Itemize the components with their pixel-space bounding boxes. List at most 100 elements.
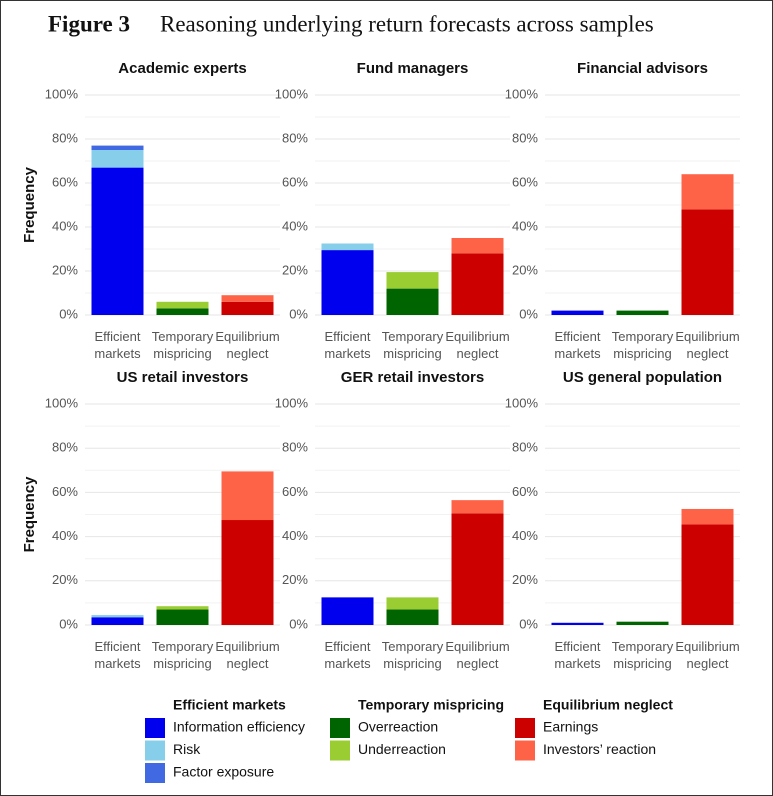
legend-label: Underreaction bbox=[358, 741, 446, 757]
x-tick-label: Equilibrium neglect bbox=[445, 329, 509, 361]
legend-label: Overreaction bbox=[358, 719, 438, 735]
panel-title: Academic experts bbox=[118, 60, 246, 77]
y-tick-label: 20% bbox=[282, 572, 308, 587]
bar-segment bbox=[221, 295, 274, 302]
y-tick-label: 0% bbox=[289, 306, 308, 321]
y-tick-label: 100% bbox=[275, 395, 309, 410]
x-tick-label: Temporary mispricing bbox=[382, 639, 444, 671]
y-tick-label: 0% bbox=[59, 616, 78, 631]
y-tick-label: 40% bbox=[282, 218, 308, 233]
x-tick-label: Temporary mispricing bbox=[152, 639, 214, 671]
y-axis-label: Frequency bbox=[21, 166, 38, 243]
y-tick-label: 40% bbox=[512, 528, 538, 543]
y-tick-label: 80% bbox=[52, 440, 78, 455]
legend-label: Earnings bbox=[543, 719, 598, 735]
legend-swatch bbox=[145, 740, 165, 761]
bar-segment bbox=[681, 174, 734, 210]
legend-swatch bbox=[330, 718, 350, 738]
y-tick-label: 60% bbox=[512, 174, 538, 189]
y-tick-label: 100% bbox=[505, 86, 539, 101]
y-tick-label: 0% bbox=[519, 306, 538, 321]
y-tick-label: 60% bbox=[282, 484, 308, 499]
y-tick-label: 20% bbox=[52, 572, 78, 587]
legend-group-title: Equilibrium neglect bbox=[543, 697, 673, 713]
x-tick-label: Equilibrium neglect bbox=[215, 329, 279, 361]
bar-segment bbox=[386, 609, 439, 625]
bar-segment bbox=[91, 145, 144, 150]
bar-segment bbox=[451, 253, 504, 315]
bar-segment bbox=[321, 597, 374, 625]
y-tick-label: 80% bbox=[512, 440, 538, 455]
y-tick-label: 0% bbox=[59, 306, 78, 321]
bar-segment bbox=[451, 238, 504, 254]
legend-group-title: Efficient markets bbox=[173, 697, 286, 713]
legend-label: Factor exposure bbox=[173, 764, 274, 780]
panel-title: US general population bbox=[563, 369, 722, 386]
x-tick-label: Efficient markets bbox=[554, 329, 601, 361]
y-tick-label: 20% bbox=[512, 262, 538, 277]
bar-segment bbox=[451, 500, 504, 514]
y-tick-label: 60% bbox=[512, 484, 538, 499]
legend-swatch bbox=[145, 763, 165, 783]
bar-segment bbox=[91, 150, 144, 168]
legend-swatch bbox=[515, 740, 535, 761]
y-tick-label: 0% bbox=[289, 616, 308, 631]
y-tick-label: 60% bbox=[282, 174, 308, 189]
y-tick-label: 20% bbox=[52, 262, 78, 277]
y-tick-label: 0% bbox=[519, 616, 538, 631]
y-tick-label: 80% bbox=[282, 130, 308, 145]
bar-segment bbox=[156, 308, 209, 315]
x-tick-label: Efficient markets bbox=[94, 329, 141, 361]
bar-segment bbox=[91, 617, 144, 625]
bar-segment bbox=[321, 250, 374, 315]
bar-segment bbox=[681, 524, 734, 625]
bar-segment bbox=[551, 310, 604, 315]
x-tick-label: Temporary mispricing bbox=[382, 329, 444, 361]
bar-segment bbox=[386, 597, 439, 610]
figure-title: Reasoning underlying return forecasts ac… bbox=[160, 11, 654, 36]
y-tick-label: 100% bbox=[45, 395, 79, 410]
x-tick-label: Efficient markets bbox=[324, 329, 371, 361]
bar-segment bbox=[221, 471, 274, 521]
y-tick-label: 100% bbox=[505, 395, 539, 410]
legend-label: Investors’ reaction bbox=[543, 741, 656, 757]
x-tick-label: Equilibrium neglect bbox=[675, 329, 739, 361]
y-tick-label: 100% bbox=[45, 86, 79, 101]
panel-title: Fund managers bbox=[357, 60, 469, 77]
bar-segment bbox=[91, 615, 144, 618]
y-tick-label: 40% bbox=[282, 528, 308, 543]
bar-segment bbox=[386, 288, 439, 315]
x-tick-label: Equilibrium neglect bbox=[445, 639, 509, 671]
bar-segment bbox=[91, 167, 144, 315]
y-tick-label: 20% bbox=[282, 262, 308, 277]
y-tick-label: 40% bbox=[512, 218, 538, 233]
x-tick-label: Temporary mispricing bbox=[612, 329, 674, 361]
legend-swatch bbox=[145, 718, 165, 738]
x-tick-label: Temporary mispricing bbox=[612, 639, 674, 671]
bar-segment bbox=[386, 272, 439, 289]
bar-segment bbox=[321, 243, 374, 251]
y-tick-label: 80% bbox=[512, 130, 538, 145]
x-tick-label: Equilibrium neglect bbox=[675, 639, 739, 671]
bar-segment bbox=[221, 301, 274, 315]
y-tick-label: 60% bbox=[52, 174, 78, 189]
bar-segment bbox=[156, 606, 209, 610]
panel-title: GER retail investors bbox=[341, 369, 484, 386]
bar-segment bbox=[681, 508, 734, 525]
legend-swatch bbox=[515, 718, 535, 738]
bar-segment bbox=[156, 301, 209, 309]
y-tick-label: 60% bbox=[52, 484, 78, 499]
y-tick-label: 80% bbox=[282, 440, 308, 455]
legend-swatch bbox=[330, 740, 350, 761]
legend-label: Risk bbox=[173, 741, 201, 757]
x-tick-label: Efficient markets bbox=[554, 639, 601, 671]
bar-segment bbox=[451, 513, 504, 625]
y-tick-label: 40% bbox=[52, 528, 78, 543]
figure-label: Figure 3 bbox=[48, 11, 130, 36]
y-tick-label: 40% bbox=[52, 218, 78, 233]
bar-segment bbox=[551, 622, 604, 625]
bar-segment bbox=[681, 209, 734, 315]
bar-segment bbox=[616, 310, 669, 315]
